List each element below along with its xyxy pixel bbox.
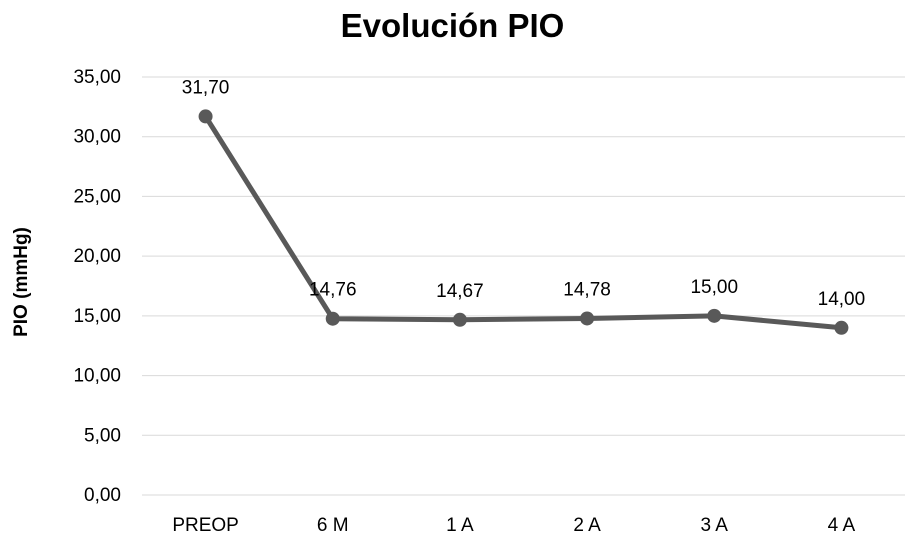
data-label: 14,76 (309, 280, 357, 301)
data-label: 14,78 (563, 279, 611, 300)
x-tick-label: PREOP (172, 515, 239, 536)
gridlines (142, 76, 905, 496)
y-tick-label: 15,00 (73, 306, 121, 327)
data-label: 14,67 (436, 281, 484, 302)
x-tick-label: 6 M (317, 515, 349, 536)
y-tick-label: 5,00 (84, 425, 121, 446)
data-point (834, 320, 849, 335)
data-point (707, 308, 722, 323)
series-line-path (203, 113, 844, 331)
chart-title: Evolución PIO (340, 7, 565, 44)
x-tick-label: 4 A (828, 515, 856, 536)
data-point (198, 109, 213, 124)
x-tick-label: 3 A (701, 515, 729, 536)
y-axis-ticks: 0,00 5,00 10,00 15,00 20,00 25,00 30,00 35,00 (73, 67, 121, 506)
data-point (325, 311, 340, 326)
x-tick-label: 2 A (573, 515, 601, 536)
data-label: 31,70 (182, 77, 230, 98)
data-labels: 31,70 14,76 14,67 14,78 15,00 14,00 (182, 77, 865, 309)
y-tick-label: 25,00 (73, 186, 121, 207)
y-tick-label: 10,00 (73, 366, 121, 387)
x-tick-label: 1 A (446, 515, 474, 536)
data-points (198, 109, 849, 335)
data-label: 14,00 (818, 289, 866, 310)
x-axis-ticks: PREOP 6 M 1 A 2 A 3 A 4 A (172, 515, 855, 536)
series-line (203, 113, 844, 331)
data-label: 15,00 (690, 277, 738, 298)
data-point (580, 311, 595, 326)
y-tick-label: 20,00 (73, 246, 121, 267)
y-tick-label: 0,00 (84, 485, 121, 506)
y-tick-label: 30,00 (73, 127, 121, 148)
data-point (452, 312, 467, 327)
y-tick-label: 35,00 (73, 67, 121, 88)
